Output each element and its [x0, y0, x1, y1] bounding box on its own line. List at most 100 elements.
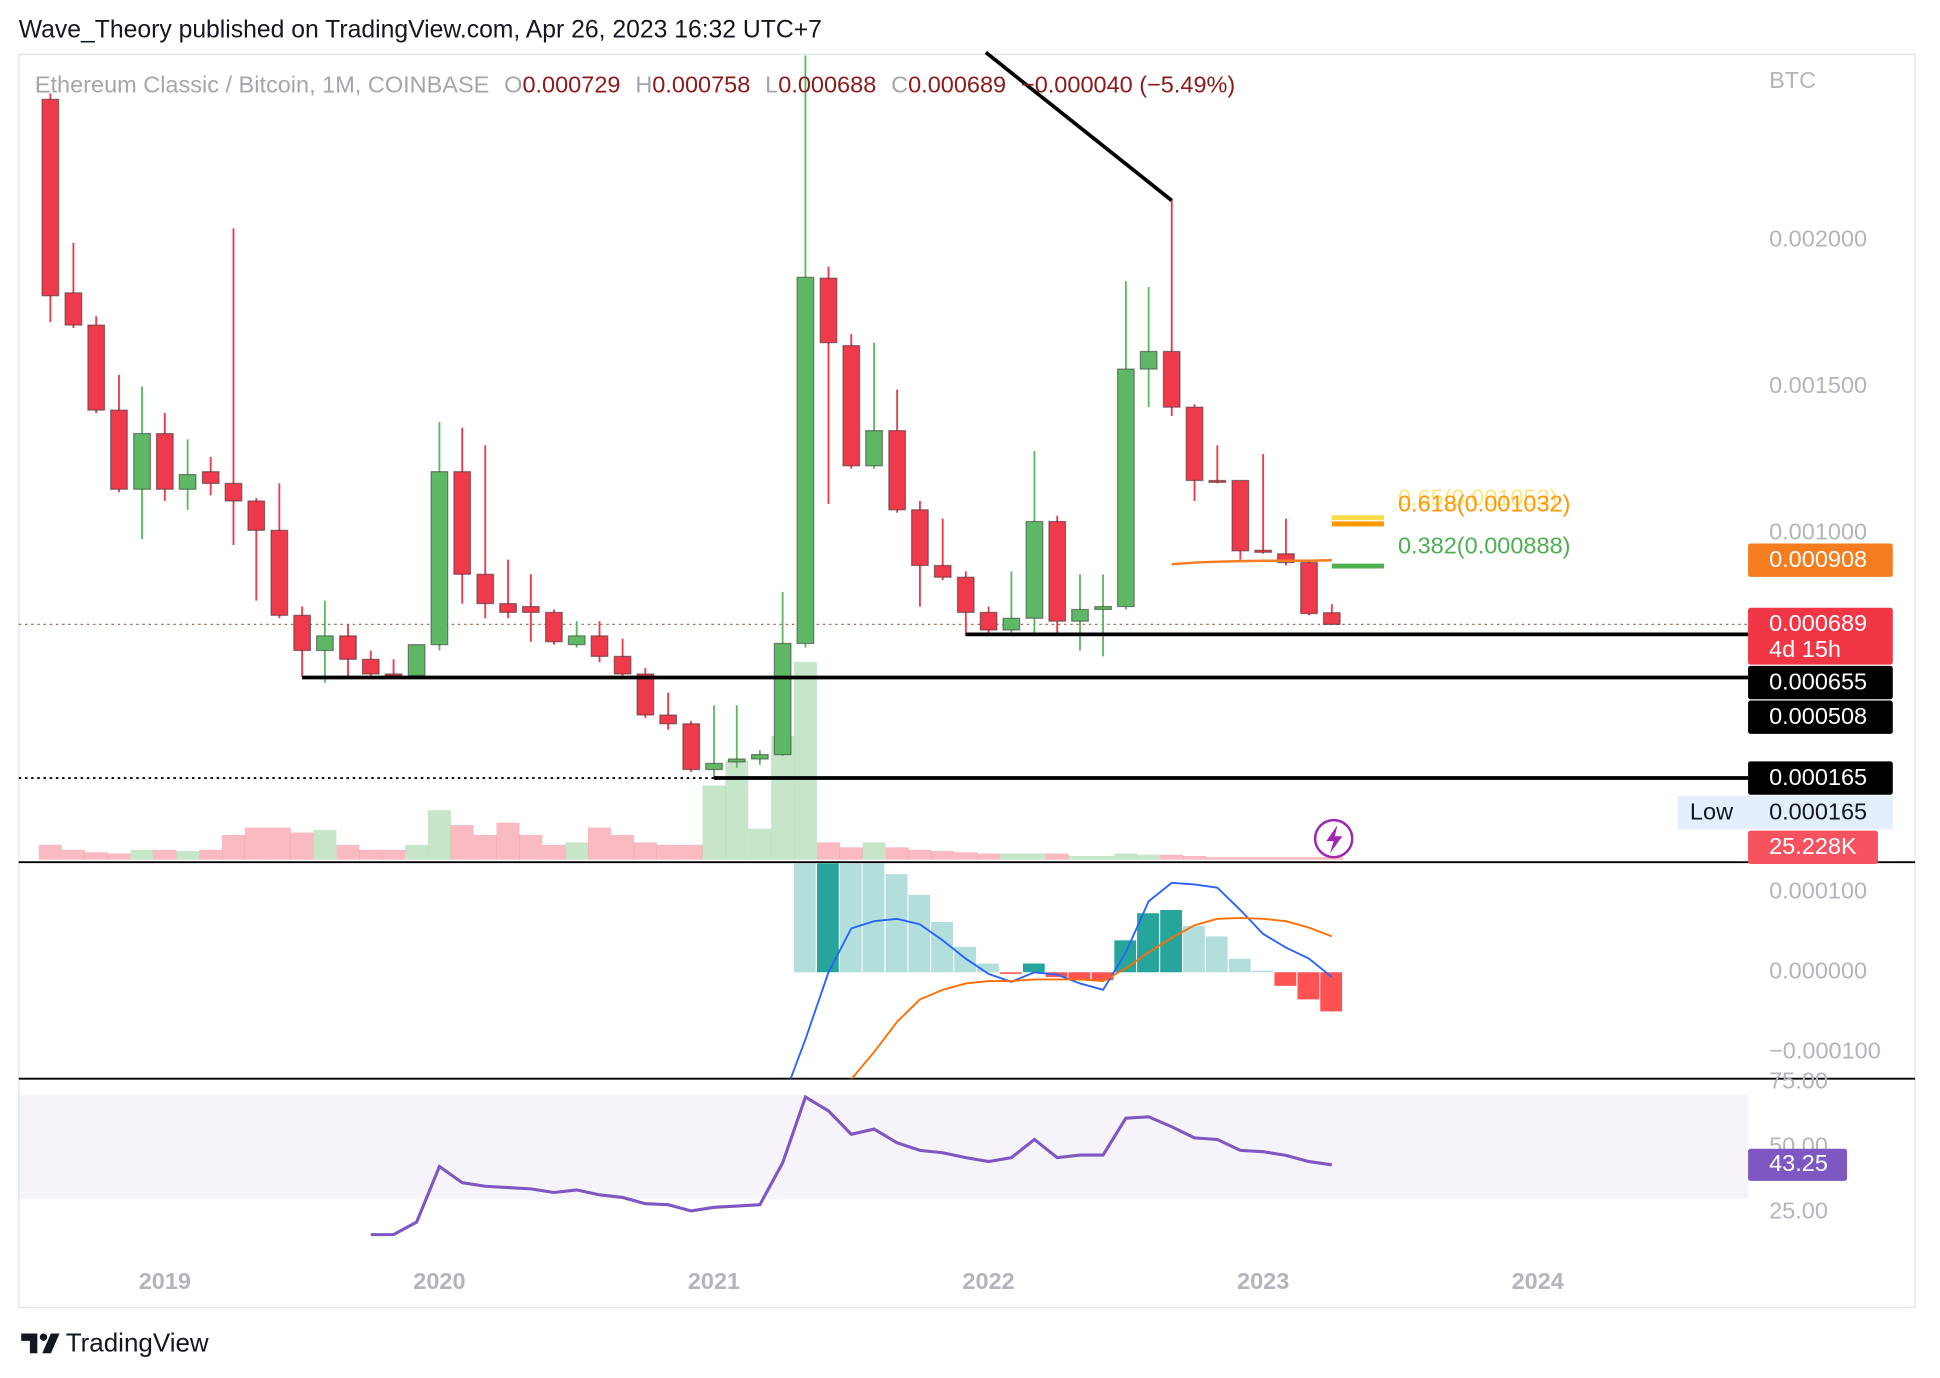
candle-body [41, 98, 60, 297]
candle-body [64, 292, 83, 326]
lightning-icon[interactable] [1313, 818, 1354, 859]
volume-bar [1297, 857, 1321, 860]
fib-label: 0.618(0.001032) [1398, 491, 1570, 517]
candle-body [842, 344, 861, 467]
candle-body [888, 430, 907, 511]
volume-bar [1114, 853, 1138, 860]
volume-bar [611, 834, 635, 860]
volume-bar [405, 844, 429, 860]
macd-histogram-bar [931, 921, 954, 973]
volume-bar [1045, 853, 1069, 860]
candle-body [453, 471, 472, 575]
macd-histogram-bar [999, 972, 1022, 974]
macd-histogram-bar [1091, 972, 1114, 981]
macd-histogram-bar [1251, 970, 1274, 973]
x-tick-label: 2021 [688, 1268, 740, 1294]
macd-histogram-bar [954, 946, 977, 973]
moving-average [1171, 558, 1332, 566]
volume-bar [1160, 854, 1184, 860]
volume-bar [862, 842, 886, 860]
tradingview-logo [21, 1333, 60, 1354]
legend-key: H [635, 72, 652, 98]
candle-body [613, 655, 632, 675]
macd-histogram-bar [1137, 913, 1159, 973]
candle-body [293, 614, 312, 652]
volume-bar [473, 834, 497, 860]
price-tag [1748, 761, 1893, 795]
price-tag-label: 0.000165 [1769, 764, 1867, 790]
trend-line [984, 50, 1173, 202]
candle-body [1185, 406, 1204, 482]
legend-value: 0.000689 [908, 72, 1006, 98]
x-tick-label: 2022 [962, 1268, 1014, 1294]
volume-bar [565, 842, 589, 860]
candle-body [476, 573, 495, 605]
y-tick-label: 0.001000 [1769, 518, 1867, 544]
candle-body [636, 673, 655, 716]
legend-key: O [504, 72, 522, 98]
signal-line [850, 917, 1333, 1079]
candle-body [567, 635, 586, 646]
volume-bar [999, 853, 1023, 860]
volume-bar [153, 849, 177, 860]
volume-bar [702, 785, 726, 860]
legend-key: C [891, 72, 908, 98]
volume-bar [931, 851, 955, 860]
candle-body [1025, 520, 1044, 619]
candle-body [155, 432, 174, 490]
publisher-header: Wave_Theory published on TradingView.com… [19, 16, 822, 43]
candle-body [956, 576, 975, 614]
candle-body [819, 277, 838, 344]
candle-body [1002, 617, 1021, 631]
volume-bar [1091, 855, 1115, 860]
fib-label: 0.382(0.000888) [1398, 533, 1570, 559]
volume-bar [1137, 854, 1161, 860]
candle-body [1322, 612, 1341, 626]
volume-bar [519, 834, 543, 860]
volume-bar [427, 810, 451, 860]
y-tick-label: 0.002000 [1769, 225, 1867, 251]
candle-body [1208, 479, 1227, 483]
candle-body [933, 564, 952, 578]
macd-histogram-bar [1068, 972, 1091, 981]
price-tag-label: 0.000508 [1769, 703, 1867, 729]
candle-body [1277, 553, 1295, 564]
volume-bar [908, 849, 932, 860]
candle-body [865, 430, 883, 467]
macd-histogram-bar [1160, 910, 1183, 973]
volume-bar [496, 822, 520, 860]
candle-body [705, 762, 723, 771]
low-tag-key: Low [1690, 798, 1734, 824]
volume-bar [199, 849, 223, 860]
volume-bar [176, 851, 200, 860]
candle-body [682, 723, 701, 771]
candle-body [270, 529, 289, 616]
x-tick-label: 2019 [139, 1268, 191, 1294]
candle-body [315, 635, 334, 652]
volume-bar [725, 760, 749, 860]
legend-change: −0.000040 (−5.49%) [1021, 72, 1235, 98]
x-tick-label: 2020 [413, 1268, 465, 1294]
rsi-band [18, 1095, 1749, 1200]
volume-bar [244, 827, 268, 860]
footer-brand: TradingView [66, 1327, 209, 1357]
volume-bar [1320, 857, 1344, 860]
candle-body [339, 635, 357, 660]
x-tick-label: 2024 [1512, 1268, 1564, 1294]
macd-histogram-bar [816, 863, 839, 973]
volume-bar [771, 736, 795, 860]
candle-body [384, 673, 403, 677]
volume-bar [977, 853, 1001, 860]
volume-bar [1205, 857, 1229, 860]
candle-body [1139, 350, 1158, 370]
price-tag [1748, 700, 1893, 734]
price-tag [1748, 665, 1893, 700]
volume-bar [1182, 855, 1207, 860]
macd-histogram-bar [1182, 925, 1205, 973]
volume-bar [954, 852, 978, 860]
volume-bar [313, 830, 337, 860]
rsi-tick-label: 75.00 [1769, 1067, 1828, 1093]
volume-bar [1068, 855, 1092, 860]
candle-body [224, 482, 243, 502]
volume-bar [679, 844, 703, 860]
